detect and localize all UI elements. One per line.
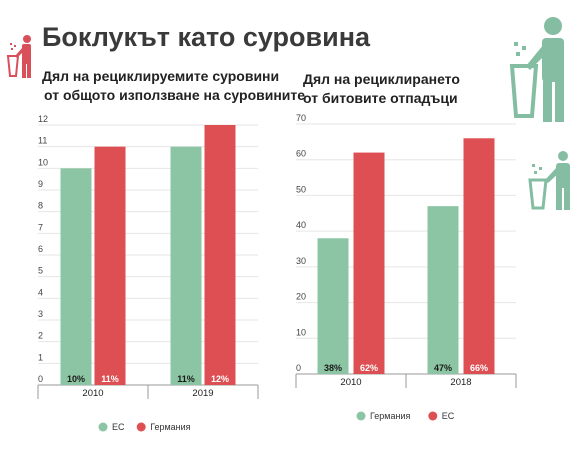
y-tick-label: 10	[296, 327, 306, 337]
data-label: 66%	[470, 363, 488, 373]
y-tick-label: 9	[38, 179, 43, 189]
bar	[170, 146, 202, 385]
y-tick-label: 60	[296, 149, 306, 159]
y-tick-label: 2	[38, 331, 43, 341]
y-tick-label: 12	[38, 114, 48, 124]
bar	[353, 152, 385, 374]
chart-1-title-line: Дял на рециклируемите суровини	[42, 68, 280, 84]
y-tick-label: 6	[38, 244, 43, 254]
legend-swatch	[98, 422, 108, 432]
legend-label: Германия	[150, 422, 190, 432]
y-tick-label: 0	[296, 363, 301, 373]
data-label: 11%	[177, 374, 195, 384]
trash-person-icon	[6, 35, 31, 78]
y-tick-label: 4	[38, 287, 43, 297]
x-tick-label: 2010	[340, 377, 361, 388]
bar	[427, 206, 459, 374]
chart-2-title: Дял на рециклирането от битовите отпадъц…	[303, 70, 460, 108]
y-tick-label: 1	[38, 352, 43, 362]
x-tick-label: 2018	[450, 377, 471, 388]
data-label: 47%	[434, 363, 452, 373]
y-tick-label: 50	[296, 184, 306, 194]
x-tick-label: 2010	[82, 388, 103, 399]
y-tick-label: 0	[38, 374, 43, 384]
y-tick-label: 11	[38, 136, 47, 146]
y-tick-label: 8	[38, 201, 43, 211]
y-tick-label: 30	[296, 256, 306, 266]
bar	[317, 238, 349, 374]
y-tick-label: 10	[38, 157, 48, 167]
data-label: 12%	[211, 374, 229, 384]
y-tick-label: 40	[296, 220, 306, 230]
legend-label: Германия	[370, 411, 410, 421]
y-tick-label: 7	[38, 222, 43, 232]
trash-person-icon	[509, 17, 564, 122]
data-label: 10%	[67, 374, 85, 384]
trash-person-icon	[528, 151, 570, 210]
data-label: 62%	[360, 363, 378, 373]
bar	[463, 138, 495, 374]
y-tick-label: 70	[296, 113, 306, 123]
y-tick-label: 20	[296, 292, 306, 302]
legend-swatch	[356, 411, 366, 421]
y-tick-label: 5	[38, 266, 43, 276]
legend-label: ЕС	[442, 411, 455, 421]
y-tick-label: 3	[38, 309, 43, 319]
data-label: 11%	[101, 374, 119, 384]
chart-1-title: Дял на рециклируемите суровини от общото…	[42, 67, 305, 105]
bar	[94, 146, 126, 385]
legend-swatch	[136, 422, 146, 432]
chart-2-title-line: от битовите отпадъци	[303, 90, 458, 106]
legend-swatch	[428, 411, 438, 421]
bar	[204, 125, 236, 385]
bar	[60, 168, 92, 385]
chart-1-title-line: от общото използване на суровините	[44, 87, 306, 103]
data-label: 38%	[324, 363, 342, 373]
x-tick-label: 2019	[192, 388, 213, 399]
legend-label: ЕС	[112, 422, 125, 432]
chart-2-title-line: Дял на рециклирането	[303, 71, 460, 87]
page-title: Боклукът като суровина	[42, 22, 371, 52]
